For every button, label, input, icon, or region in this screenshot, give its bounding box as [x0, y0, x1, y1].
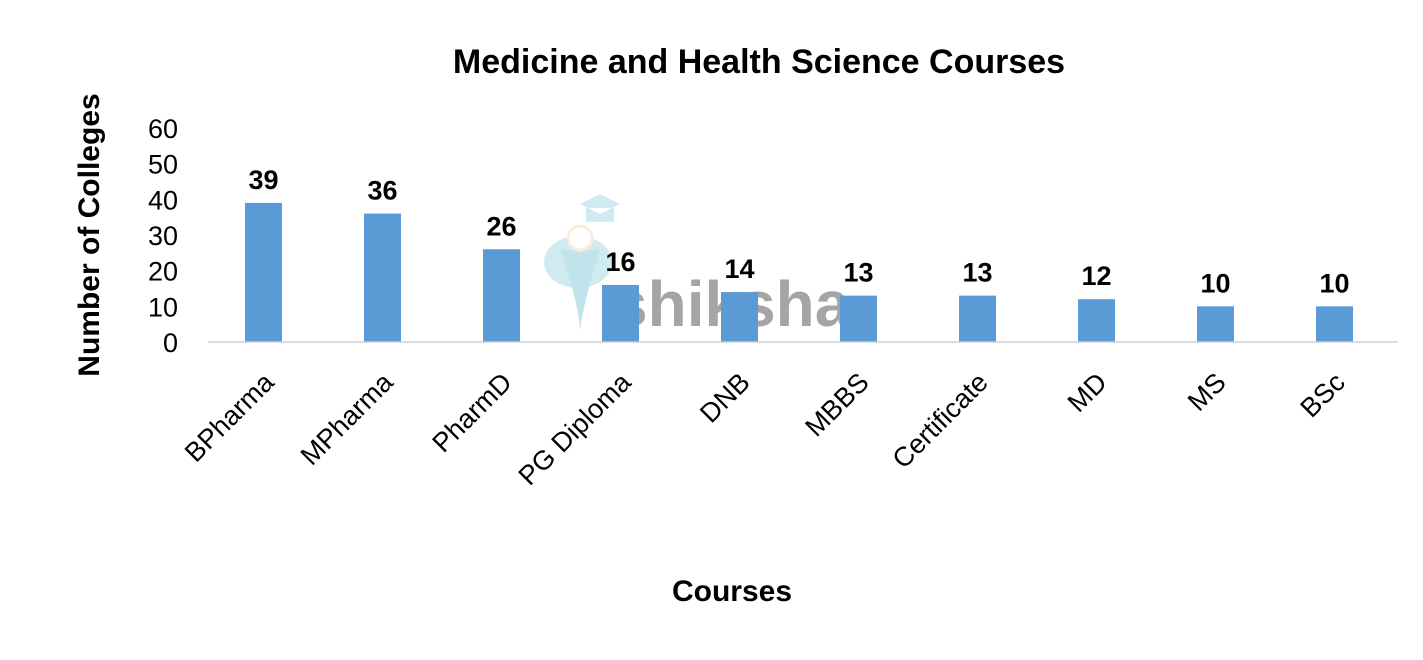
leaf-stem-icon — [560, 250, 600, 330]
y-tick-labels: 0 10 20 30 40 50 60 — [148, 114, 178, 358]
chart-title: Medicine and Health Science Courses — [453, 43, 1065, 81]
data-label: 36 — [367, 176, 397, 206]
bar — [245, 202, 282, 342]
bars — [245, 202, 1353, 342]
bar — [721, 292, 758, 342]
bar — [483, 249, 520, 342]
data-label: 12 — [1081, 261, 1111, 291]
bar — [840, 295, 877, 342]
data-label: 16 — [605, 247, 635, 277]
person-head-icon — [566, 224, 594, 252]
data-labels: 39 36 26 16 14 13 13 12 10 10 — [248, 165, 1349, 298]
y-axis-title: Number of Colleges — [73, 93, 106, 376]
category-label: PG Diploma — [513, 366, 638, 491]
x-axis-title: Courses — [672, 575, 792, 608]
watermark-logo: shiksha — [544, 194, 851, 340]
bar — [1316, 306, 1353, 342]
category-label: BPharma — [179, 366, 280, 467]
category-label: MS — [1182, 367, 1232, 417]
y-tick-label: 40 — [148, 185, 178, 215]
y-tick-label: 10 — [148, 292, 178, 322]
bar — [1078, 299, 1115, 342]
data-label: 13 — [962, 258, 992, 288]
category-label: MBBS — [799, 367, 874, 442]
y-tick-label: 0 — [163, 328, 178, 358]
bar — [1197, 306, 1234, 342]
y-tick-label: 30 — [148, 221, 178, 251]
bar — [364, 213, 401, 342]
bar — [959, 295, 996, 342]
y-tick-label: 60 — [148, 114, 178, 144]
bar — [602, 284, 639, 342]
y-tick-label: 50 — [148, 150, 178, 180]
graduation-cap-icon — [580, 194, 620, 222]
data-label: 10 — [1200, 268, 1230, 298]
category-label: BSc — [1295, 367, 1351, 423]
category-label: PharmD — [427, 367, 518, 458]
category-label: Certificate — [887, 367, 994, 474]
category-label: DNB — [694, 367, 756, 429]
data-label: 10 — [1319, 268, 1349, 298]
category-label: MD — [1062, 367, 1113, 418]
category-label: MPharma — [295, 366, 400, 471]
data-label: 26 — [486, 211, 516, 241]
data-label: 13 — [843, 258, 873, 288]
data-label: 14 — [724, 254, 754, 284]
leaf-icon — [544, 236, 612, 288]
data-label: 39 — [248, 165, 278, 195]
y-tick-label: 20 — [148, 257, 178, 287]
